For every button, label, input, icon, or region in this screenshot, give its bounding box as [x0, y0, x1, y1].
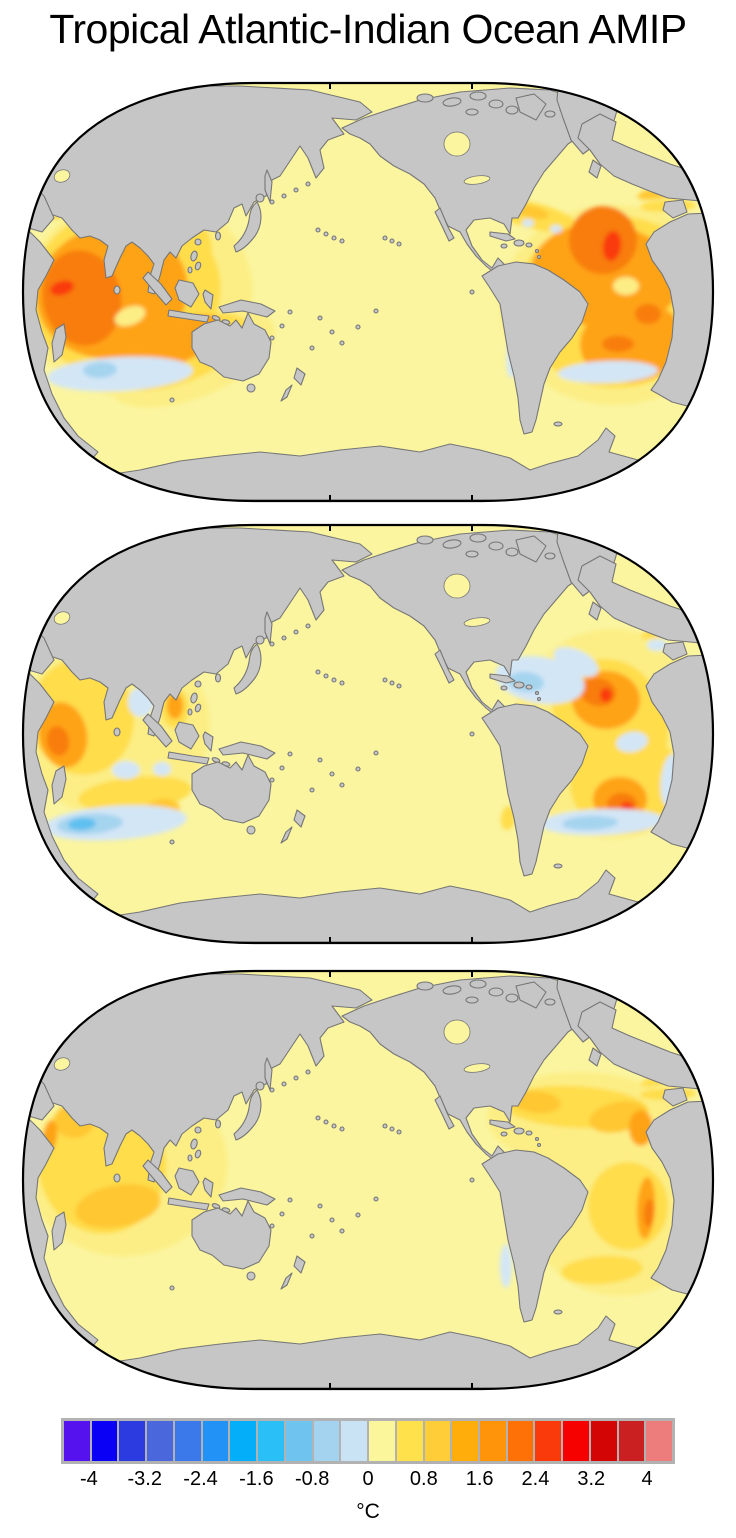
anomaly-blob	[500, 1244, 512, 1288]
anomaly-blob	[83, 361, 117, 379]
colorbar-segment	[64, 1421, 92, 1461]
colorbar-segment	[563, 1421, 591, 1461]
colorbar-tick-label: -1.6	[239, 1468, 274, 1490]
colorbar-tick-label: 2.4	[521, 1468, 550, 1490]
map-panel-top	[21, 81, 715, 503]
colorbar-segment	[258, 1421, 286, 1461]
anomaly-blob	[558, 360, 658, 384]
anomaly-blob	[613, 277, 639, 295]
map-panel-bottom	[21, 969, 715, 1391]
colorbar-segment	[424, 1421, 453, 1461]
colorbar-segment	[646, 1421, 673, 1461]
colorbar-tick-label: -2.4	[183, 1468, 218, 1490]
colorbar-segment	[590, 1421, 619, 1461]
anomaly-blob	[635, 304, 661, 324]
colorbar-tick-labels: -4 -3.2 -2.4 -1.6 -0.8 0 0.8 1.6 2.4 3.2 4	[61, 1468, 675, 1494]
figure-title: Tropical Atlantic-Indian Ocean AMIP	[49, 6, 687, 52]
anomaly-blob	[75, 1184, 161, 1228]
colorbar-segment	[507, 1421, 536, 1461]
anomaly-blob	[562, 815, 618, 831]
anomaly-blob	[50, 280, 74, 296]
colorbar-segment	[91, 1421, 120, 1461]
colorbar-unit-label: °C	[356, 1500, 380, 1523]
colorbar-segment	[119, 1421, 148, 1461]
colorbar-segment	[341, 1421, 370, 1461]
colorbar-tick-label: -0.8	[294, 1468, 330, 1490]
anomaly-blob	[153, 762, 171, 776]
colorbar-tick-label: 3.2	[577, 1468, 606, 1490]
colorbar-tick-label: 4	[641, 1468, 653, 1490]
anomaly-blob	[600, 688, 612, 702]
anomaly-blob	[621, 802, 633, 810]
anomaly-blob	[47, 356, 193, 392]
anomaly-blob	[629, 1110, 653, 1146]
colorbar-segment	[480, 1421, 508, 1461]
colorbar: -4 -3.2 -2.4 -1.6 -0.8 0 0.8 1.6 2.4 3.2 4 °C	[61, 1418, 675, 1524]
anomaly-blob	[588, 1162, 668, 1250]
colorbar-segment	[618, 1421, 647, 1461]
anomaly-blob	[114, 305, 146, 327]
colorbar-segment	[313, 1421, 342, 1461]
colorbar-segment	[230, 1421, 259, 1461]
colorbar-segment	[147, 1421, 175, 1461]
colorbar-segment	[285, 1421, 314, 1461]
colorbar-tick-label: -4	[80, 1468, 98, 1490]
anomaly-blob	[550, 225, 562, 233]
colorbar-tick-label: 0.8	[409, 1468, 438, 1490]
colorbar-tick-label: -3.2	[127, 1468, 162, 1490]
colorbar-segment	[396, 1421, 425, 1461]
anomaly-blob	[561, 1255, 643, 1285]
anomaly-blob	[616, 731, 648, 753]
anomaly-blob	[602, 231, 622, 261]
colorbar-tick-label: 0	[362, 1468, 374, 1490]
anomaly-blob	[68, 817, 96, 831]
anomaly-blob	[643, 1199, 655, 1227]
map-panel-middle	[21, 523, 715, 945]
colorbar-tick-label: 1.6	[465, 1468, 494, 1490]
anomaly-blob	[167, 693, 183, 719]
anomaly-blob	[553, 647, 599, 677]
anomaly-blob	[500, 806, 516, 830]
anomaly-blob	[647, 639, 667, 651]
anomaly-blob	[112, 761, 140, 779]
anomaly-blob	[602, 336, 634, 352]
anomaly-blob	[46, 726, 70, 756]
anomaly-blob	[42, 250, 122, 346]
anomaly-blob	[522, 219, 534, 227]
colorbar-segment	[369, 1421, 397, 1461]
anomaly-blob	[569, 206, 637, 274]
colorbar-segment	[174, 1421, 203, 1461]
colorbar-segment	[452, 1421, 481, 1461]
colorbar-segment	[202, 1421, 231, 1461]
colorbar-segment	[535, 1421, 564, 1461]
colorbar-segments	[61, 1418, 675, 1464]
